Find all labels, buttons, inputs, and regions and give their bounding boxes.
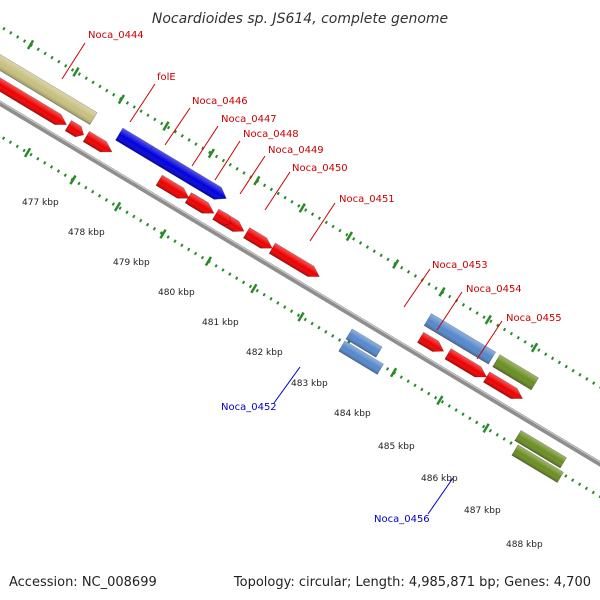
tick-label: 482 kbp bbox=[246, 348, 283, 358]
leader-line bbox=[264, 171, 291, 211]
gene-label-noca-0449[interactable]: Noca_0449 bbox=[268, 145, 324, 156]
genome-summary-text: Topology: circular; Length: 4,985,871 bp… bbox=[233, 575, 591, 590]
major-tick bbox=[484, 314, 492, 325]
tick-label: 483 kbp bbox=[291, 379, 328, 389]
major-tick bbox=[530, 342, 539, 353]
leader-line bbox=[214, 140, 241, 181]
gene-feature-noca-0452-2[interactable] bbox=[338, 340, 384, 375]
major-tick bbox=[69, 174, 77, 185]
major-tick bbox=[297, 311, 305, 322]
major-tick bbox=[482, 423, 490, 434]
major-tick bbox=[26, 39, 35, 50]
major-tick bbox=[162, 121, 170, 131]
gene-feature-noca-0449-2[interactable] bbox=[184, 192, 217, 219]
gene-feature-noca-0447-1[interactable] bbox=[155, 174, 192, 203]
genome-backbone bbox=[0, 53, 600, 491]
map-body bbox=[0, 0, 600, 514]
major-tick bbox=[72, 67, 80, 77]
leader-line bbox=[164, 107, 191, 146]
leader-line bbox=[191, 125, 219, 167]
gene-feature-noca-0444[interactable] bbox=[0, 53, 98, 126]
gene-feature-noca-0451-2[interactable] bbox=[64, 120, 87, 141]
leader-line bbox=[436, 291, 463, 331]
tick-label: 486 kbp bbox=[421, 474, 458, 484]
major-tick bbox=[117, 94, 126, 105]
gene-label-noca-0453[interactable]: Noca_0453 bbox=[432, 260, 488, 271]
gene-label-fole[interactable]: folE bbox=[157, 72, 176, 83]
gene-label-noca-0452[interactable]: Noca_0452 bbox=[221, 402, 277, 413]
major-ticks bbox=[23, 39, 539, 434]
tick-label: 478 kbp bbox=[68, 228, 105, 238]
major-tick bbox=[204, 256, 213, 267]
gene-feature-fole[interactable] bbox=[115, 127, 154, 159]
major-tick bbox=[159, 229, 167, 239]
gene-label-noca-0447[interactable]: Noca_0447 bbox=[221, 114, 277, 125]
major-tick bbox=[345, 231, 354, 242]
gene-feature-noca-0447-2[interactable] bbox=[82, 130, 115, 157]
leader-line bbox=[129, 83, 156, 123]
gene-feature-noca-0455-3[interactable] bbox=[483, 371, 525, 404]
gene-label-noca-0454[interactable]: Noca_0454 bbox=[466, 284, 522, 295]
gene-label-noca-0451[interactable]: Noca_0451 bbox=[339, 194, 395, 205]
major-tick bbox=[298, 203, 306, 213]
major-tick bbox=[392, 259, 400, 270]
tick-label: 484 kbp bbox=[334, 409, 371, 419]
leader-line bbox=[61, 42, 86, 80]
major-tick bbox=[207, 148, 216, 159]
major-tick bbox=[436, 395, 444, 406]
gene-feature-noca-0446[interactable] bbox=[145, 145, 230, 204]
gene-feature-noca-0455-1[interactable] bbox=[417, 331, 446, 356]
gene-feature-noca-0449-1[interactable] bbox=[212, 208, 235, 229]
gene-features bbox=[0, 53, 567, 483]
leader-line bbox=[427, 477, 454, 515]
tick-label: 485 kbp bbox=[378, 442, 415, 452]
gene-label-noca-0450[interactable]: Noca_0450 bbox=[292, 163, 348, 174]
tick-label: 480 kbp bbox=[158, 288, 195, 298]
gene-label-noca-0448[interactable]: Noca_0448 bbox=[243, 129, 299, 140]
leader-line bbox=[309, 202, 336, 242]
map-title: Nocardioides sp. JS614, complete genome bbox=[152, 11, 448, 27]
gene-feature-noca-0456-1[interactable] bbox=[514, 429, 567, 469]
tick-label: 487 kbp bbox=[464, 506, 501, 516]
gene-feature-noca-0455-2[interactable] bbox=[444, 348, 490, 382]
major-tick bbox=[389, 367, 398, 378]
tick-label: 481 kbp bbox=[202, 318, 239, 328]
gene-labels: Noca_0444 folE Noca_0446 Noca_0447 Noca_… bbox=[61, 30, 562, 525]
major-tick bbox=[438, 286, 446, 297]
tick-labels: 477 kbp 478 kbp 479 kbp 480 kbp 481 kbp … bbox=[22, 198, 543, 550]
gene-feature-noca-0451-1[interactable] bbox=[0, 67, 70, 130]
gene-label-noca-0455[interactable]: Noca_0455 bbox=[506, 313, 562, 324]
tick-label: 477 kbp bbox=[22, 198, 59, 208]
gene-label-noca-0446[interactable]: Noca_0446 bbox=[192, 96, 248, 107]
gene-label-noca-0444[interactable]: Noca_0444 bbox=[88, 30, 144, 41]
major-tick bbox=[113, 201, 122, 212]
major-tick bbox=[250, 283, 258, 294]
accession-text: Accession: NC_008699 bbox=[9, 575, 157, 590]
major-tick bbox=[23, 147, 32, 158]
tick-label: 488 kbp bbox=[506, 540, 543, 550]
tick-label: 479 kbp bbox=[113, 258, 150, 268]
leader-line bbox=[476, 320, 503, 360]
gene-feature-noca-0450-2[interactable] bbox=[268, 242, 322, 282]
gene-feature-noca-0450-1[interactable] bbox=[243, 227, 275, 254]
major-tick bbox=[253, 175, 261, 186]
gene-feature-noca-0452-1[interactable] bbox=[345, 328, 383, 358]
gene-feature-noca-0454[interactable] bbox=[492, 354, 539, 391]
leader-line bbox=[273, 366, 301, 404]
gene-feature-noca-0456-2[interactable] bbox=[511, 444, 564, 483]
gene-label-noca-0456[interactable]: Noca_0456 bbox=[374, 514, 430, 525]
leader-line bbox=[403, 268, 431, 308]
leader-line bbox=[239, 155, 266, 195]
gene-feature-noca-0453[interactable] bbox=[423, 313, 497, 365]
